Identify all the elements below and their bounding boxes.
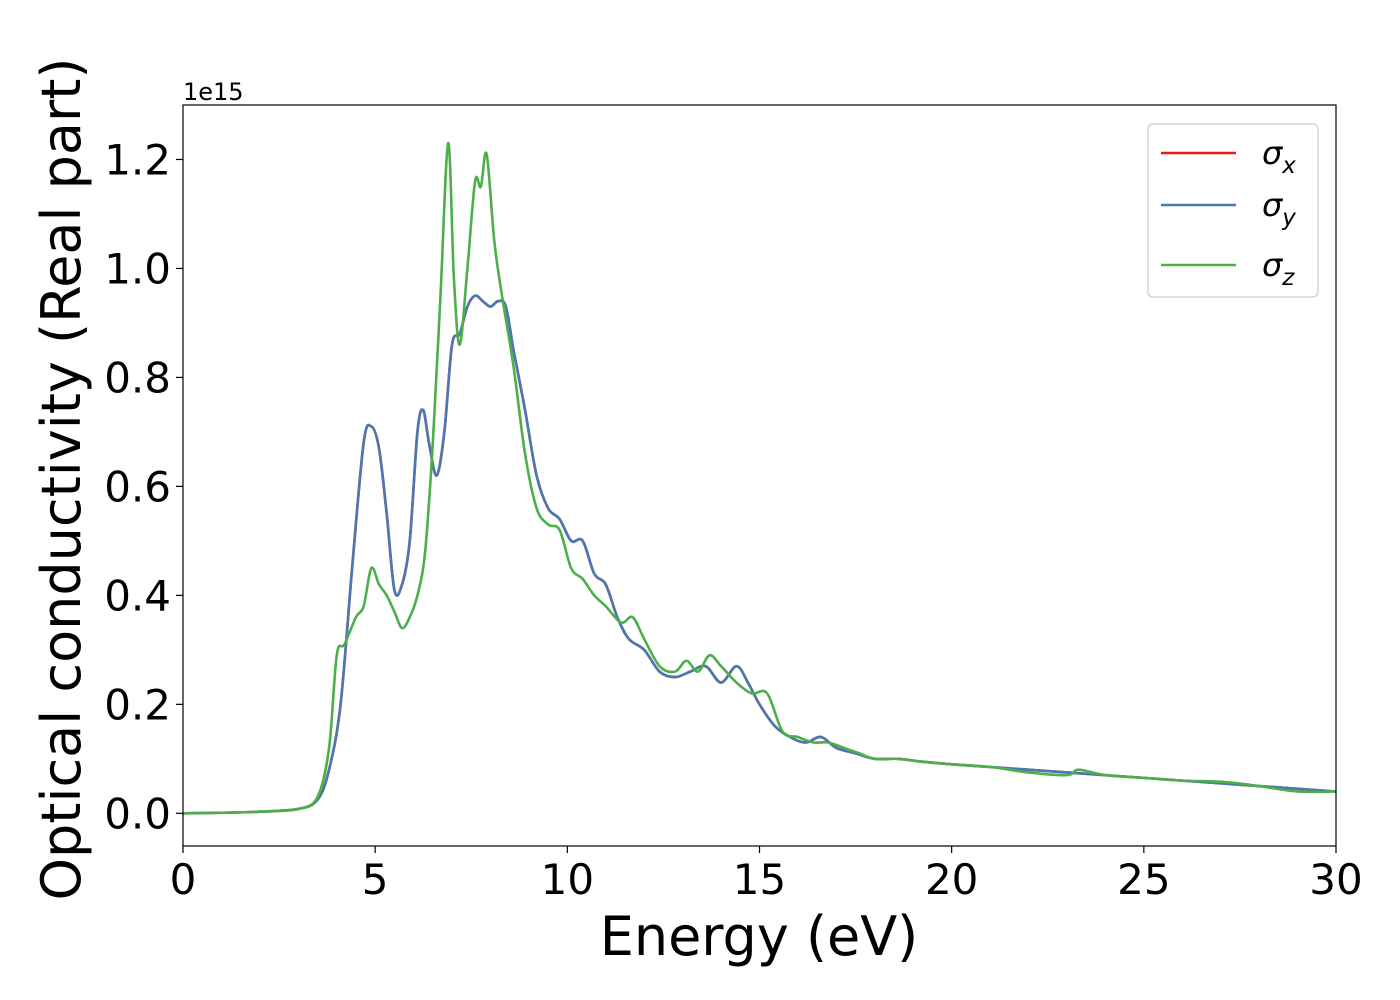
legend-label-y: σy — [1262, 186, 1296, 231]
y-tick-label: 0.2 — [104, 680, 171, 729]
series-line-x — [183, 294, 1336, 815]
legend-label-x: σx — [1262, 134, 1296, 179]
x-tick-label: 20 — [925, 855, 978, 904]
x-tick-label: 10 — [541, 855, 594, 904]
x-tick-label: 15 — [733, 855, 786, 904]
legend: σx σy σz — [1147, 123, 1319, 298]
x-axis-label: Energy (eV) — [600, 905, 919, 968]
x-tick-label: 0 — [170, 855, 197, 904]
x-tick-label: 30 — [1309, 855, 1362, 904]
axis-ticks: 0 5 10 15 20 25 30 0.0 0.2 0.4 0.6 0.8 1.0 1.2 — [104, 135, 1363, 904]
x-tick-label: 25 — [1117, 855, 1170, 904]
y-tick-label: 0.6 — [104, 462, 171, 511]
y-axis-label: Optical conductivity (Real part) — [30, 58, 93, 901]
x-tick-label: 5 — [362, 855, 389, 904]
y-tick-label: 0.8 — [104, 353, 171, 402]
legend-label-z: σz — [1262, 246, 1295, 291]
y-offset-label: 1e15 — [183, 78, 244, 106]
y-tick-label: 0.0 — [104, 789, 171, 838]
y-tick-label: 1.2 — [104, 135, 171, 184]
series-line-y — [183, 294, 1336, 815]
y-tick-label: 1.0 — [104, 244, 171, 293]
legend-frame — [1147, 123, 1319, 298]
y-tick-label: 0.4 — [104, 571, 171, 620]
series-line-z — [183, 141, 1336, 815]
plot-area — [183, 141, 1336, 815]
